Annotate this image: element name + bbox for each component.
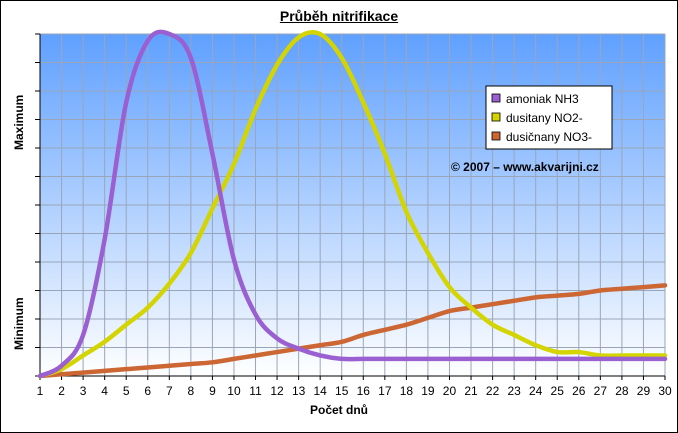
legend-label: amoniak NH3 [506, 92, 579, 106]
legend-label: dusitany NO2- [506, 111, 583, 125]
legend: amoniak NH3 dusitany NO2- dusičnany NO3- [485, 85, 613, 150]
x-tick-label: 10 [227, 384, 241, 398]
x-tick-label: 25 [551, 384, 565, 398]
x-tick-label: 21 [464, 384, 478, 398]
x-tick-label: 5 [123, 384, 130, 398]
x-tick-label: 24 [529, 384, 543, 398]
x-tick-label: 19 [421, 384, 435, 398]
x-tick-label: 8 [188, 384, 195, 398]
x-tick-label: 18 [400, 384, 414, 398]
x-tick-label: 11 [249, 384, 262, 398]
x-tick-labels: 1 2 3 4 5 6 7 8 9 10 11 12 13 14 15 16 17 18 19 20 21 22 23 24 2… [37, 384, 672, 398]
x-tick-label: 28 [615, 384, 629, 398]
x-axis-label: Počet dnů [309, 403, 368, 417]
legend-swatch [491, 112, 501, 122]
legend-swatch [491, 93, 501, 103]
series-line-3 [37, 283, 668, 379]
series-line-1 [37, 29, 668, 379]
x-tick-label: 1 [37, 384, 44, 398]
axes [35, 33, 666, 380]
x-tick-label: 3 [80, 384, 87, 398]
x-tick-label: 9 [209, 384, 216, 398]
x-tick-label: 6 [144, 384, 151, 398]
x-tick-label: 27 [594, 384, 608, 398]
x-tick-label: 16 [357, 384, 371, 398]
series-lines [37, 29, 668, 379]
legend-label: dusičnany NO3- [506, 130, 592, 144]
x-tick-label: 13 [292, 384, 306, 398]
legend-box [485, 85, 613, 150]
x-tick-label: 26 [572, 384, 586, 398]
x-tick-label: 30 [658, 384, 672, 398]
x-tick-label: 23 [507, 384, 521, 398]
x-tick-label: 2 [58, 384, 65, 398]
series-line-2 [37, 29, 668, 379]
x-tick-label: 4 [101, 384, 108, 398]
x-tick-label: 22 [486, 384, 500, 398]
legend-swatch [491, 131, 501, 141]
x-tick-label: 17 [378, 384, 392, 398]
x-tick-label: 29 [637, 384, 651, 398]
x-tick-label: 14 [313, 384, 327, 398]
x-tick-label: 7 [166, 384, 173, 398]
x-tick-label: 20 [443, 384, 457, 398]
chart-title: Průběh nitrifikace [279, 8, 399, 24]
x-tick-label: 12 [270, 384, 284, 398]
copyright-annotation: © 2007 – www.akvarijni.cz [451, 160, 599, 174]
x-tick-label: 15 [335, 384, 349, 398]
